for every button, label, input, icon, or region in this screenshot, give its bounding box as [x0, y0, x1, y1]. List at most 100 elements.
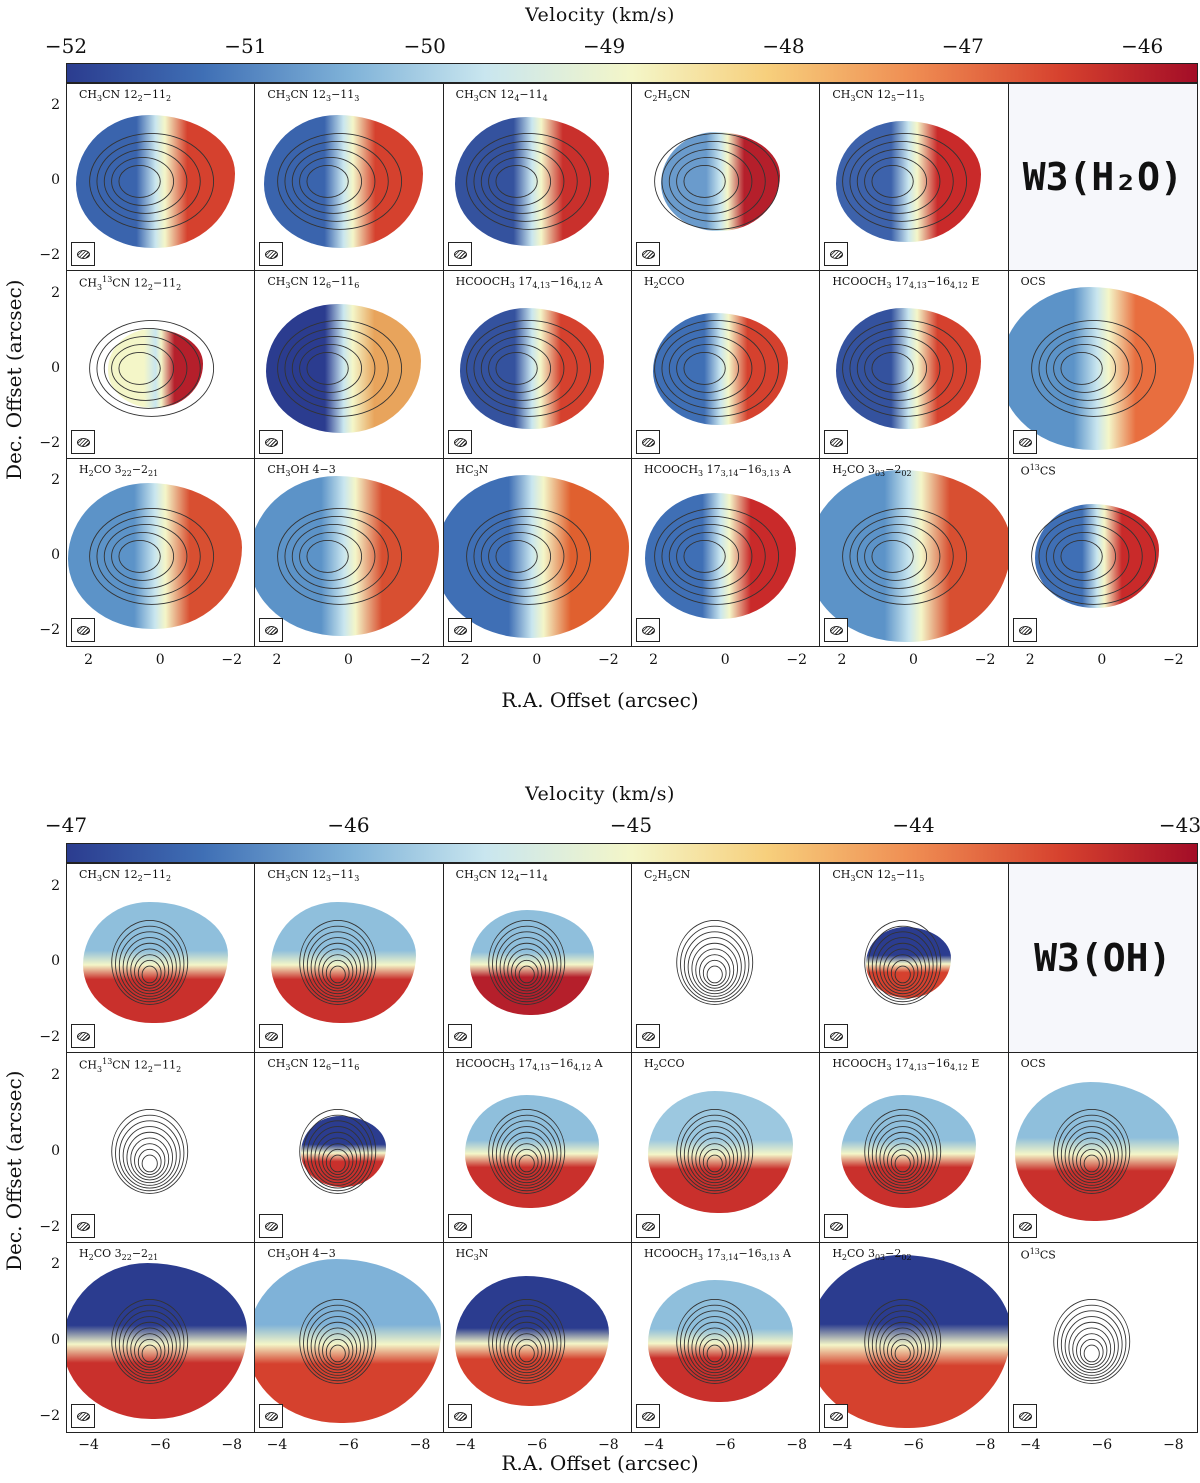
contour-level: [115, 1115, 185, 1192]
molecule-label: C2H5CN: [643, 868, 691, 884]
velocity-map: [266, 304, 421, 434]
colorbar-title: Velocity (km/s): [525, 783, 675, 805]
velocity-map: [464, 1095, 600, 1209]
velocity-map: [255, 476, 439, 636]
x-tick-label: 2: [837, 652, 847, 668]
velocity-map: [841, 1095, 977, 1209]
velocity-map: [836, 121, 981, 242]
channel-panel: H2CO 303−202: [820, 458, 1009, 646]
panel-grid: CH3CN 122−112 CH3CN 123−113 CH3CN 124−114 C…: [66, 863, 1198, 1433]
velocity-map: [660, 132, 780, 231]
beam-icon: [259, 429, 284, 454]
molecule-label: CH3CN 124−114: [455, 88, 548, 104]
beam-icon: [824, 1403, 849, 1428]
contour-level: [111, 1109, 189, 1195]
contour-level: [687, 937, 742, 997]
channel-panel: CH3CN 123−113: [255, 864, 444, 1054]
velocity-map: [1014, 1082, 1180, 1222]
x-tick-label: 0: [909, 652, 918, 668]
channel-panel: OCS: [1008, 1053, 1197, 1243]
x-tick-label: 0: [532, 652, 542, 668]
beam-icon: [1012, 617, 1037, 642]
contour-level: [130, 1137, 170, 1181]
x-tick-label: −6: [526, 1437, 548, 1453]
contour-level: [680, 925, 750, 1003]
y-tick-label: 0: [51, 359, 60, 376]
colorbar-tick-label: −49: [582, 34, 626, 58]
contour-level: [1056, 1304, 1127, 1381]
contour-level: [1083, 1344, 1100, 1362]
x-tick-label: −4: [643, 1437, 664, 1453]
contour-level: [702, 959, 727, 987]
x-tick-label: −2: [1163, 652, 1184, 668]
y-tick-label: −2: [39, 434, 60, 451]
channel-panel: HCOOCH3 173,14−163,13 A: [631, 458, 821, 646]
x-axis-label: R.A. Offset (arcsec): [501, 688, 699, 712]
x-tick-label: 0: [1097, 652, 1107, 668]
channel-panel: HC3N: [443, 1242, 632, 1432]
velocity-map: [264, 115, 423, 248]
colorbar-title: Velocity (km/s): [525, 4, 675, 26]
molecule-label: HCOOCH3 174,13−164,12 E: [832, 1057, 980, 1073]
molecule-label: HC3N: [455, 462, 489, 478]
y-axis-label: Dec. Offset (arcsec): [2, 1070, 26, 1271]
beam-icon: [447, 242, 472, 267]
channel-panel: HC3N: [443, 458, 632, 646]
channel-panel: C2H5CN: [631, 864, 821, 1054]
beam-icon: [1012, 1403, 1037, 1428]
beam-icon: [447, 617, 472, 642]
y-tick-label: 0: [51, 547, 60, 564]
contour-level: [126, 1132, 173, 1184]
molecule-label: OCS: [1020, 1057, 1046, 1071]
channel-panel: CH313CN 122−112: [67, 1053, 256, 1243]
beam-icon: [259, 242, 284, 267]
contour-level: [137, 1149, 162, 1176]
x-tick-label: −6: [714, 1437, 736, 1453]
velocity-map: [1008, 287, 1194, 451]
molecule-label: CH3CN 123−113: [267, 868, 360, 884]
contour-level: [141, 1154, 158, 1173]
y-tick-label: 0: [51, 1332, 60, 1349]
x-tick-label: −4: [1019, 1437, 1041, 1453]
x-tick-label: −2: [409, 652, 431, 668]
velocity-map: [107, 329, 203, 409]
channel-panel: OCS: [1008, 271, 1197, 459]
x-tick-label: −8: [1163, 1437, 1184, 1453]
molecule-label: H2CCO: [643, 1057, 685, 1073]
continuum-contours: [1052, 1298, 1130, 1384]
y-tick-label: 2: [51, 472, 60, 489]
channel-panel: H2CO 322−221: [67, 1242, 256, 1432]
continuum-contours: [676, 920, 754, 1005]
beam-icon: [824, 242, 849, 267]
velocity-map: [820, 1254, 1008, 1428]
velocity-map: [648, 1280, 793, 1402]
channel-panel: H2CCO: [631, 271, 821, 459]
channel-panel: CH3CN 124−114: [443, 84, 632, 272]
x-tick-label: −8: [221, 1437, 243, 1453]
y-tick-label: −2: [39, 1218, 60, 1235]
contour-level: [134, 1143, 166, 1179]
velocity-map: [469, 910, 595, 1015]
channel-panel: CH3CN 126−116: [255, 1053, 444, 1243]
beam-icon: [1012, 429, 1037, 454]
velocity-map: [648, 1090, 793, 1213]
y-tick-label: 0: [51, 172, 60, 189]
contour-level: [706, 965, 723, 984]
molecule-label: CH3CN 126−116: [267, 1057, 360, 1073]
contour-level: [1071, 1327, 1111, 1371]
molecule-label: H2CO 322−221: [79, 462, 159, 478]
channel-panel: CH313CN 122−112: [67, 271, 256, 459]
molecule-label: C2H5CN: [643, 88, 691, 104]
contour-level: [676, 920, 754, 1005]
velocity-map: [866, 927, 952, 998]
x-tick-label: −6: [149, 1437, 171, 1453]
velocity-map: [443, 474, 629, 638]
beam-icon: [635, 1024, 660, 1049]
channel-panel: CH3CN 125−115: [820, 864, 1009, 1054]
molecule-label: OCS: [1020, 275, 1046, 289]
x-tick-label: −4: [831, 1437, 853, 1453]
molecule-label: HCOOCH3 173,14−163,13 A: [643, 462, 791, 478]
beam-icon: [71, 429, 95, 454]
y-tick-label: 2: [51, 1067, 60, 1084]
x-tick-label: −8: [786, 1437, 808, 1453]
